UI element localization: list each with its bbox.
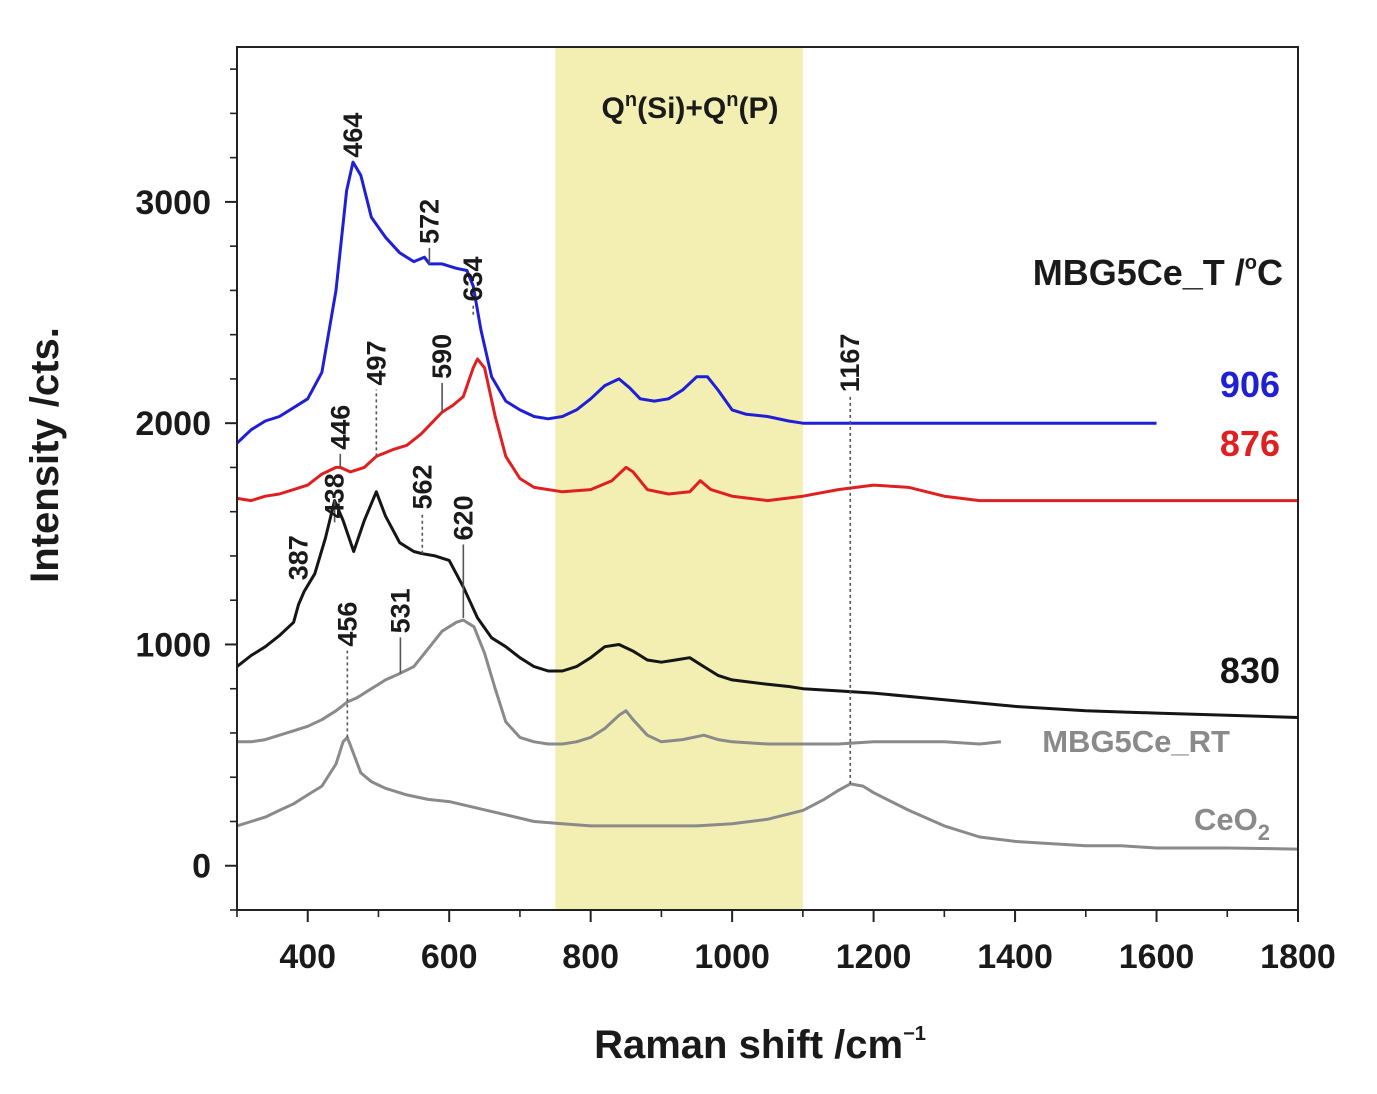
peak-label-634: 634 — [458, 256, 488, 301]
x-tick-label-1400: 1400 — [977, 938, 1053, 976]
x-tick-label-1000: 1000 — [694, 938, 770, 976]
peak-label-531: 531 — [385, 588, 415, 633]
peak-label-620: 620 — [448, 495, 478, 540]
peak-label-438: 438 — [320, 473, 350, 518]
y-axis-title: Intensity /cts. — [23, 327, 67, 583]
x-axis-title: Raman shift /cm−1 — [594, 1023, 926, 1067]
peak-label-572: 572 — [414, 199, 444, 244]
plot-frame — [236, 46, 1299, 911]
y-tick-label-3000: 3000 — [135, 184, 211, 222]
series-label-830: 830 — [1220, 650, 1280, 691]
shaded-region — [555, 47, 803, 910]
x-tick-label-1800: 1800 — [1260, 938, 1336, 976]
series-label-876: 876 — [1220, 423, 1280, 464]
series-line-906 — [235, 160, 1157, 445]
series-line-ceo2 — [236, 735, 1299, 851]
peak-label-456: 456 — [332, 602, 362, 647]
x-tick-label-800: 800 — [562, 938, 619, 976]
y-tick-label-1000: 1000 — [135, 626, 211, 664]
y-tick-label-2000: 2000 — [135, 405, 211, 443]
legend-title: MBG5Ce_T /oC — [1033, 252, 1283, 293]
series-line-mbg5ce-rt — [237, 618, 1002, 746]
x-tick-label-400: 400 — [279, 938, 336, 976]
series-label-ceo2: CeO2 — [1194, 802, 1270, 845]
shaded-region-layer — [555, 47, 803, 910]
series-line-830 — [236, 490, 1299, 719]
peak-label-387: 387 — [284, 535, 314, 580]
series-label-mbg5ce-rt: MBG5Ce_RT — [1042, 724, 1230, 759]
peak-label-497: 497 — [361, 340, 391, 385]
peak-label-590: 590 — [427, 334, 457, 379]
x-tick-label-600: 600 — [421, 938, 478, 976]
peak-label-1167: 1167 — [835, 334, 865, 393]
series-label-906: 906 — [1220, 364, 1280, 405]
peak-label-562: 562 — [407, 464, 437, 509]
peak-label-464: 464 — [338, 113, 368, 158]
x-tick-label-1200: 1200 — [836, 938, 912, 976]
x-tick-label-1600: 1600 — [1119, 938, 1195, 976]
shaded-region-label: Qn(Si)+Qn(P) — [602, 89, 779, 125]
y-tick-label-0: 0 — [192, 848, 211, 886]
axis-layer: 400 600 800 1000 1200 1400 1600 1800 0 1000 2000 30… — [135, 46, 1336, 976]
peak-label-446: 446 — [325, 405, 355, 450]
